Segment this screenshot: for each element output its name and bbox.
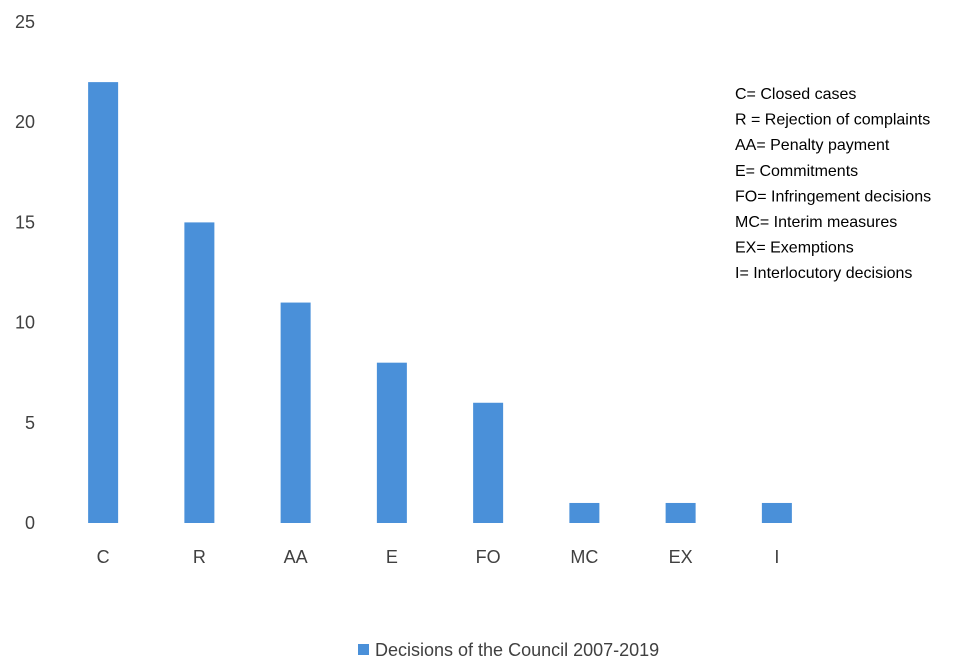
x-tick-label: I bbox=[774, 547, 779, 567]
y-tick-label: 25 bbox=[15, 12, 35, 32]
x-axis-ticks: C R AA E FO MC EX I bbox=[97, 547, 780, 567]
y-axis-ticks: 0 5 10 15 20 25 bbox=[15, 12, 35, 533]
y-tick-label: 5 bbox=[25, 413, 35, 433]
abbreviation-note: C= Closed cases bbox=[735, 86, 856, 103]
x-tick-label: MC bbox=[570, 547, 598, 567]
abbreviation-note: MC= Interim measures bbox=[735, 214, 897, 231]
x-tick-label: EX bbox=[669, 547, 693, 567]
legend: Decisions of the Council 2007-2019 bbox=[358, 640, 659, 660]
abbreviation-note: I= Interlocutory decisions bbox=[735, 265, 912, 282]
bar bbox=[280, 302, 311, 523]
bar bbox=[665, 502, 696, 523]
x-tick-label: C bbox=[97, 547, 110, 567]
y-tick-label: 0 bbox=[25, 513, 35, 533]
y-tick-label: 10 bbox=[15, 313, 35, 333]
bar bbox=[761, 502, 792, 523]
abbreviation-note: R = Rejection of complaints bbox=[735, 112, 930, 129]
abbreviation-note: AA= Penalty payment bbox=[735, 137, 890, 154]
abbreviation-note: FO= Infringement decisions bbox=[735, 188, 931, 205]
bar bbox=[184, 222, 215, 523]
abbreviation-note: EX= Exemptions bbox=[735, 240, 854, 257]
abbreviation-notes: C= Closed cases R = Rejection of complain… bbox=[735, 86, 931, 282]
y-tick-label: 15 bbox=[15, 212, 35, 232]
bar bbox=[376, 362, 407, 523]
legend-swatch bbox=[358, 644, 369, 655]
bars-group bbox=[88, 82, 792, 524]
x-tick-label: AA bbox=[284, 547, 308, 567]
x-tick-label: E bbox=[386, 547, 398, 567]
bar bbox=[88, 82, 119, 524]
x-tick-label: R bbox=[193, 547, 206, 567]
legend-label: Decisions of the Council 2007-2019 bbox=[375, 640, 659, 660]
y-tick-label: 20 bbox=[15, 112, 35, 132]
bar bbox=[569, 502, 600, 523]
bar bbox=[473, 402, 504, 523]
x-tick-label: FO bbox=[476, 547, 501, 567]
abbreviation-note: E= Commitments bbox=[735, 163, 858, 180]
